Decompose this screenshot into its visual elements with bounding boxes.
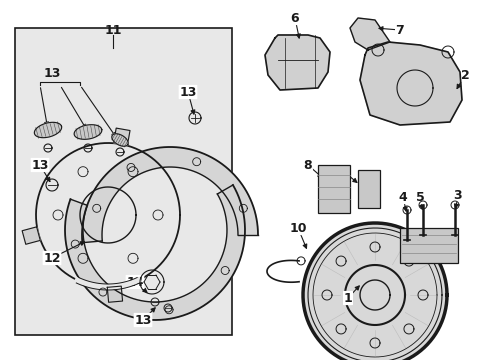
Text: 10: 10 (289, 221, 306, 234)
Text: 13: 13 (134, 314, 151, 327)
Polygon shape (359, 42, 461, 125)
Polygon shape (65, 185, 244, 320)
Polygon shape (112, 134, 128, 146)
Bar (15, 28, 231, 335)
Polygon shape (22, 227, 40, 244)
Text: 4: 4 (398, 190, 407, 203)
Text: 6: 6 (290, 12, 299, 24)
Text: 13: 13 (31, 158, 49, 171)
Polygon shape (107, 286, 122, 302)
Text: 8: 8 (303, 158, 312, 171)
Text: 13: 13 (43, 67, 61, 80)
Bar (357, 170, 379, 208)
Text: 9: 9 (417, 246, 426, 258)
Text: 13: 13 (179, 86, 196, 99)
Bar (317, 165, 349, 213)
Text: 11: 11 (104, 23, 122, 36)
Text: 14: 14 (126, 275, 143, 288)
Polygon shape (349, 18, 389, 50)
Polygon shape (34, 122, 61, 138)
Text: 1: 1 (343, 292, 352, 305)
Polygon shape (113, 128, 130, 145)
Text: 7: 7 (395, 23, 404, 36)
Polygon shape (264, 35, 329, 90)
Text: 12: 12 (43, 252, 61, 265)
Polygon shape (82, 147, 258, 243)
Bar (399, 228, 457, 263)
Circle shape (305, 225, 444, 360)
Text: 2: 2 (460, 68, 468, 81)
Text: 5: 5 (415, 190, 424, 203)
Text: 3: 3 (453, 189, 461, 202)
Polygon shape (74, 125, 102, 139)
Text: 9: 9 (337, 163, 346, 176)
